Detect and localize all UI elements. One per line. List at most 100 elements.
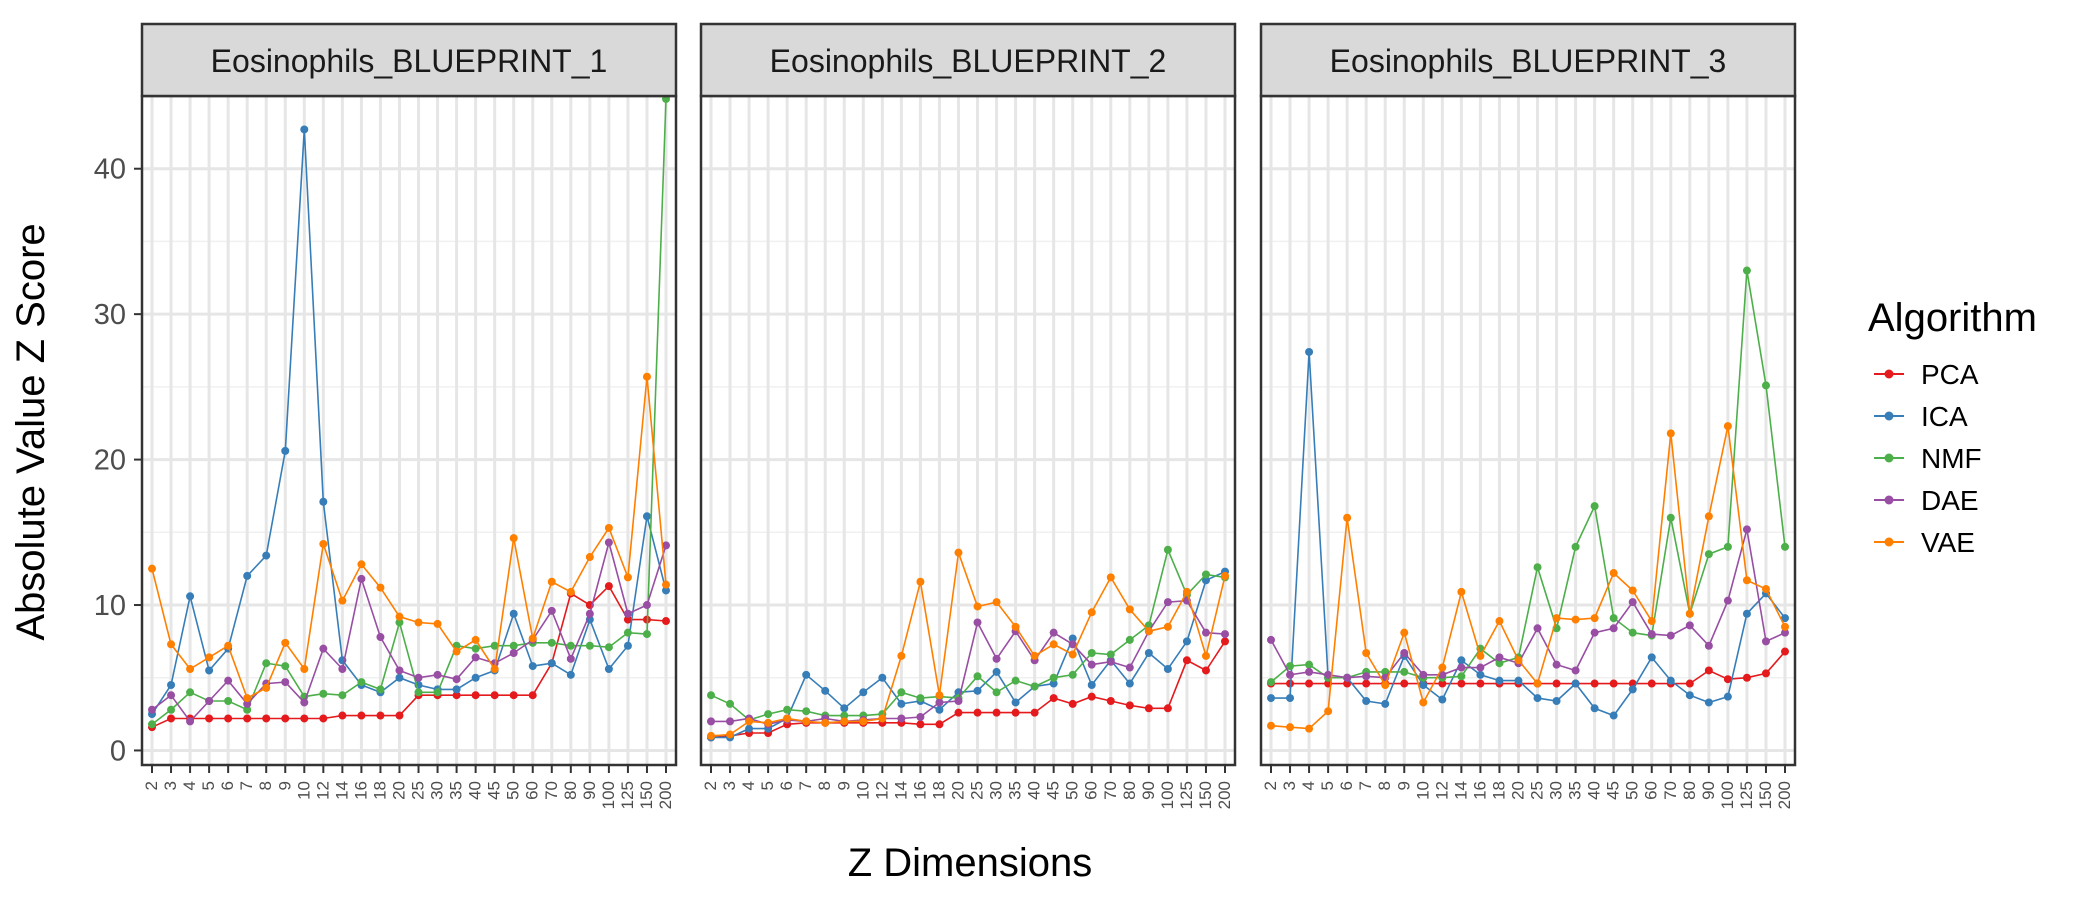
panel-title: Eosinophils_BLUEPRINT_3	[1330, 43, 1727, 79]
data-point	[1362, 649, 1371, 658]
x-tick-label: 16	[1470, 781, 1489, 800]
x-tick-label: 14	[332, 781, 351, 800]
x-tick-label: 18	[929, 781, 948, 800]
data-point	[300, 125, 309, 134]
data-point	[1144, 704, 1153, 713]
data-point	[566, 670, 575, 679]
data-point	[878, 673, 887, 682]
data-point	[1685, 621, 1694, 630]
data-point	[1723, 675, 1732, 684]
data-point	[897, 651, 906, 660]
x-tick-label: 18	[370, 781, 389, 800]
data-point	[1476, 651, 1485, 660]
data-point	[1590, 614, 1599, 623]
series-line	[151, 539, 667, 723]
data-point	[1286, 662, 1295, 671]
x-tick-label: 60	[1642, 781, 1661, 800]
data-point	[1552, 660, 1561, 669]
data-point	[1221, 630, 1229, 639]
data-point	[1457, 587, 1466, 596]
data-point	[1011, 622, 1020, 631]
data-point	[1495, 676, 1504, 685]
data-point	[414, 688, 423, 697]
x-axis-title: Z Dimensions	[848, 841, 1093, 885]
x-tick-label: 7	[1356, 781, 1375, 790]
data-point	[1087, 692, 1096, 701]
data-point	[642, 630, 651, 639]
series-line	[1270, 425, 1786, 730]
series-nmf	[1267, 266, 1789, 687]
data-point	[186, 717, 195, 726]
data-point	[1590, 628, 1599, 637]
data-point	[1609, 614, 1618, 623]
data-point	[585, 641, 594, 650]
x-tick-label: 35	[1566, 781, 1585, 800]
series-dae	[1267, 525, 1789, 682]
data-point	[1571, 542, 1580, 551]
data-point	[1087, 681, 1096, 690]
data-point	[1647, 630, 1656, 639]
data-point	[1286, 723, 1295, 732]
panel-1: Eosinophils_BLUEPRINT_12 3 4 5 6 7 8 9 10 12 14 16 1…	[140, 22, 678, 809]
data-point	[1666, 513, 1675, 522]
data-point	[376, 633, 385, 642]
x-tick-label: 4	[180, 781, 199, 790]
x-tick-label: 200	[656, 781, 675, 809]
data-point	[300, 714, 309, 723]
data-point	[1742, 576, 1751, 585]
data-point	[1723, 422, 1732, 431]
data-point	[1163, 598, 1172, 607]
x-tick-label: 50	[1623, 781, 1642, 800]
data-point	[662, 580, 670, 589]
data-point	[243, 699, 252, 708]
data-point	[1628, 685, 1637, 694]
x-tick-label: 25	[968, 781, 987, 800]
data-point	[1068, 634, 1077, 643]
data-point	[1609, 624, 1618, 633]
data-point	[490, 691, 499, 700]
data-point	[1571, 615, 1580, 624]
data-point	[764, 710, 773, 719]
x-tick-label: 100	[1158, 781, 1177, 809]
data-point	[1704, 666, 1713, 675]
data-point	[1324, 707, 1333, 716]
x-tick-label: 35	[447, 781, 466, 800]
x-tick-label: 9	[275, 781, 294, 790]
x-tick-label: 70	[1101, 781, 1120, 800]
data-point	[1781, 614, 1789, 623]
data-point	[1609, 679, 1618, 688]
x-tick-label: 9	[1394, 781, 1413, 790]
data-point	[1419, 670, 1428, 679]
x-tick-label: 14	[1451, 781, 1470, 800]
data-point	[509, 534, 518, 543]
data-point	[452, 675, 461, 684]
data-point	[1125, 605, 1134, 614]
data-point	[1343, 679, 1352, 688]
x-tick-label: 10	[294, 781, 313, 800]
legend-item-vae: VAE	[1874, 527, 1975, 558]
data-point	[916, 713, 925, 722]
data-point	[642, 372, 651, 381]
data-point	[973, 672, 982, 681]
data-point	[1761, 381, 1770, 390]
data-point	[783, 714, 792, 723]
data-point	[433, 688, 442, 697]
x-tick-label: 30	[428, 781, 447, 800]
data-point	[1049, 673, 1058, 682]
data-point	[935, 720, 944, 729]
data-point	[509, 609, 518, 618]
data-point	[1049, 694, 1058, 703]
data-point	[1267, 694, 1275, 703]
x-tick-label: 200	[1775, 781, 1794, 809]
data-point	[1742, 525, 1751, 534]
x-tick-label: 3	[161, 781, 180, 790]
data-point	[1457, 663, 1466, 672]
x-tick-label: 125	[1177, 781, 1196, 809]
data-point	[148, 705, 156, 714]
data-point	[167, 640, 176, 649]
legend-label: DAE	[1921, 485, 1979, 516]
data-point	[376, 583, 385, 592]
data-point	[1438, 663, 1447, 672]
data-point	[471, 673, 480, 682]
data-point	[954, 697, 963, 706]
